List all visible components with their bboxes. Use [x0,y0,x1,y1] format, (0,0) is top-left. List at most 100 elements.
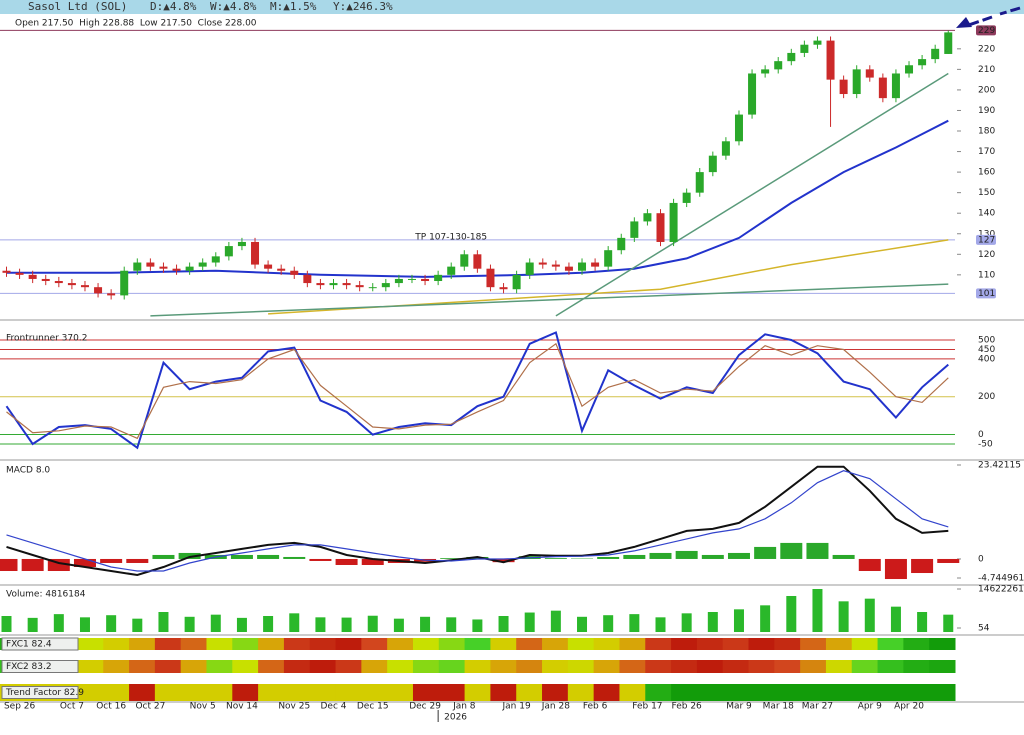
candle-body [643,213,652,222]
volume-bar [943,614,954,632]
candle-body [695,172,704,193]
histogram-bar [727,552,750,559]
volume-bar [864,598,875,632]
heat-cell [180,684,207,701]
heat-cell [800,638,827,650]
histogram-bar [623,554,646,559]
level-label: 101 [978,289,995,299]
y-tick-label: 14622261 [978,585,1024,595]
volume-bar [289,613,300,632]
candle-body [538,262,547,265]
volume-bar [158,611,169,632]
heat-cell [129,684,156,701]
histogram-bar [858,558,881,572]
candle-body [656,213,665,242]
candle-body [800,44,809,53]
header-change: D:▲4.8% [150,0,197,13]
candle-body [264,264,273,269]
volume-bar [550,610,561,632]
heat-cell [593,660,620,673]
x-tick-label: Sep 26 [4,702,36,712]
candle-body [277,268,286,271]
title-box [1,637,79,651]
heat-cell [929,660,956,673]
panel-title: Frontrunner 370.2 [6,334,87,344]
candle-body [787,52,796,62]
candle-body [761,69,770,74]
panel-title: MACD 8.0 [6,466,50,476]
x-tick-label: Oct 16 [96,702,126,712]
volume-bar [315,617,326,632]
y-tick-label: 210 [978,65,995,75]
histogram-bar [701,554,724,559]
candle-body [251,241,260,265]
candle-body [355,285,364,288]
x-tick-label: Dec 15 [357,702,389,712]
volume-bar [393,618,404,632]
y-tick-label: 140 [978,209,995,219]
heat-cell [748,638,775,650]
heat-cell [748,684,775,701]
candle-body [303,274,312,284]
heat-cell [748,660,775,673]
heat-cell [438,684,466,701]
volume-bar [27,617,38,632]
volume-bar [733,609,744,632]
x-tick-label: Dec 29 [409,702,441,712]
level-box [976,288,996,299]
histogram-bar [806,542,829,559]
histogram-bar [649,552,672,559]
histogram-bar [780,542,803,559]
histogram-bar [126,558,149,563]
volume-bar [760,605,771,632]
y-tick-label: 23.42115 [978,461,1021,471]
candle-body [865,69,874,78]
panel-title: FXC2 83.2 [6,662,52,672]
heat-cell [774,660,801,673]
heat-cell [877,638,904,650]
x-tick-label: Feb 26 [672,702,703,712]
x-tick-label: Apr 9 [858,702,882,712]
line-series [555,72,949,317]
candle-body [734,114,743,142]
heat-cell [903,638,930,650]
heat-cell [180,638,207,650]
level-label: 229 [978,26,995,36]
y-tick-label: 220 [978,44,995,54]
candle-body [604,250,613,267]
candle-body [407,278,416,280]
histogram-bar [335,558,358,565]
volume-bar [812,589,823,632]
heat-cell [825,684,853,701]
candle-body [852,69,861,95]
heat-cell [619,638,646,650]
heat-cell [206,684,233,701]
x-tick-label: Feb 6 [583,702,608,712]
heat-cell [516,684,543,701]
line-series [6,119,949,278]
ohlc-info: Open 217.50 High 228.88 Low 217.50 Close… [15,19,257,29]
histogram-bar [230,554,253,559]
x-tick-label: Nov 14 [226,702,258,712]
volume-bar [79,617,90,632]
y-tick-label: 200 [978,392,995,402]
heat-cell [490,684,517,701]
heat-cell [696,638,724,650]
candle-body [591,262,600,267]
x-tick-label: Oct 7 [60,702,84,712]
candle-body [146,262,155,267]
candle-body [551,264,560,267]
level-box [976,25,996,36]
volume-bar [838,601,849,632]
heat-cell [851,660,879,673]
heat-cell [929,638,956,650]
x-tick-label: Apr 20 [894,702,924,712]
heat-cell [516,638,543,650]
volume-bar [603,615,614,632]
heat-cell [464,684,491,701]
candle-body [525,262,534,275]
volume-bar [420,616,431,632]
title-box [1,686,79,699]
heat-cell [129,638,156,650]
